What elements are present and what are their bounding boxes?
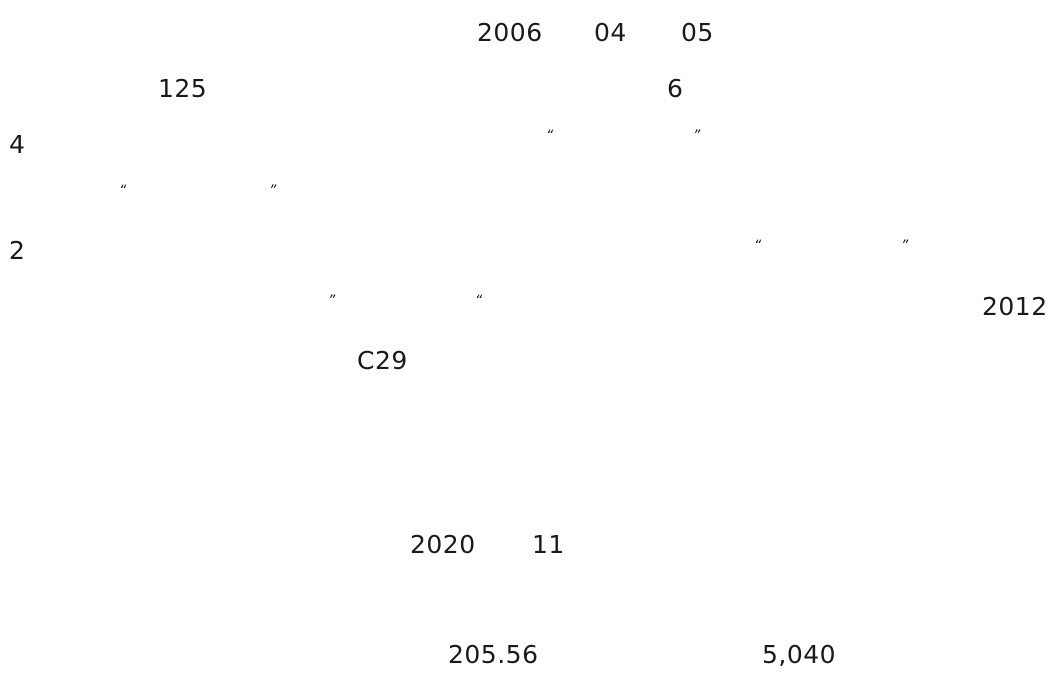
quote-close-mark: ”: [693, 128, 701, 144]
quote-open-mark: “: [546, 128, 554, 144]
quote-close-mark: ”: [901, 238, 909, 254]
date-month: 04: [594, 18, 627, 47]
number-125: 125: [158, 74, 208, 103]
quote-mark: ”: [328, 293, 336, 309]
date-year: 2006: [477, 18, 543, 47]
value-count: 5,040: [762, 640, 837, 669]
quote-close-mark: ”: [269, 183, 277, 199]
date-year: 2020: [410, 530, 476, 559]
date-day: 05: [681, 18, 714, 47]
number-6: 6: [667, 74, 684, 103]
code-c29: C29: [357, 346, 408, 375]
number-4: 4: [9, 130, 26, 159]
quote-mark: “: [475, 293, 483, 309]
number-2: 2: [9, 236, 26, 265]
year-2012: 2012: [982, 292, 1048, 321]
quote-open-mark: “: [119, 183, 127, 199]
date-month: 11: [532, 530, 565, 559]
value-amount: 205.56: [448, 640, 539, 669]
quote-open-mark: “: [754, 238, 762, 254]
